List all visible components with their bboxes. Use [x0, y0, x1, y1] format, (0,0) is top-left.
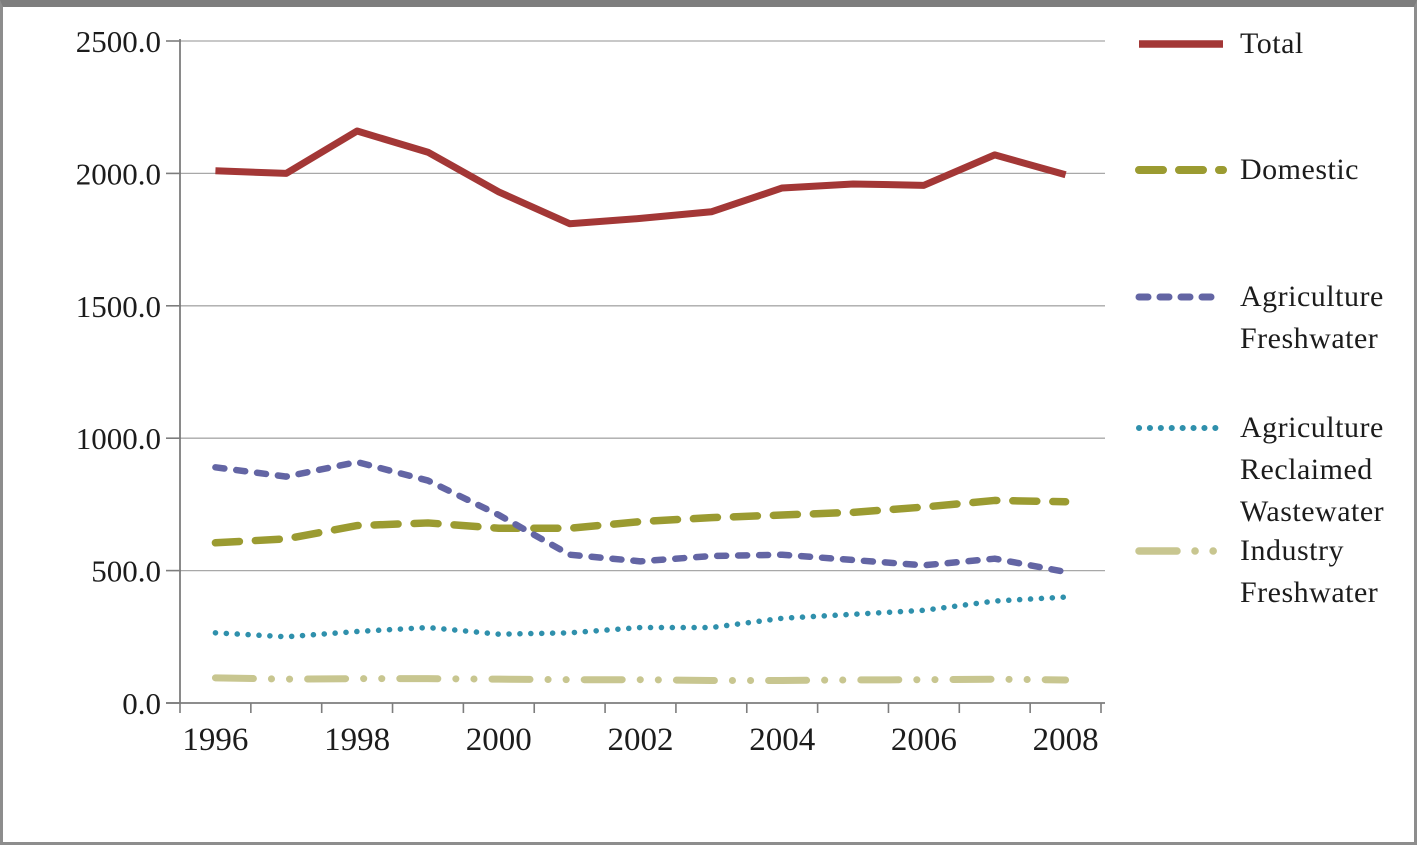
legend-label-agriculture-reclaimed-wastewater: Agriculture Reclaimed Wastewater — [1240, 411, 1385, 528]
legend-swatch-total — [1139, 40, 1223, 48]
y-axis-label-0: 0.0 — [122, 686, 161, 721]
y-axis-label-1500: 1500.0 — [76, 289, 161, 324]
series-line-total — [215, 127, 1067, 228]
x-axis-label-1996: 1996 — [182, 722, 248, 758]
y-axis-label-1000: 1000.0 — [76, 421, 161, 456]
legend-swatch-agriculture-reclaimed-wastewater — [1136, 425, 1226, 431]
legend-swatch-domestic — [1135, 166, 1227, 174]
legend-label-industry-freshwater: Industry Freshwater — [1240, 534, 1379, 609]
series-line-industry-freshwater — [211, 674, 1070, 684]
legend-item-domestic: Domestic — [1135, 149, 1414, 191]
series-line-domestic — [211, 496, 1070, 547]
series-line-agriculture-reclaimed-wastewater — [212, 594, 1069, 640]
x-axis-label-2002: 2002 — [608, 722, 674, 758]
legend-label-domestic: Domestic — [1240, 153, 1359, 186]
legend-item-total: Total — [1135, 23, 1414, 65]
x-axis-label-2004: 2004 — [749, 722, 815, 758]
legend-swatch-agriculture-freshwater — [1135, 293, 1227, 301]
x-axis-label-1998: 1998 — [324, 722, 390, 758]
y-axis-label-2500: 2500.0 — [76, 24, 161, 59]
legend-label-agriculture-freshwater: Agriculture Freshwater — [1240, 280, 1384, 355]
y-axis-label-2000: 2000.0 — [76, 156, 161, 191]
legend-label-total: Total — [1240, 27, 1304, 60]
legend-item-industry-freshwater: Industry Freshwater — [1135, 530, 1414, 614]
legend-item-agriculture-reclaimed-wastewater: Agriculture Reclaimed Wastewater — [1135, 407, 1414, 533]
chart-legend: Total Domestic Agriculture Freshwater Agric… — [1135, 7, 1414, 803]
series-line-agriculture-freshwater — [212, 458, 1069, 576]
y-axis-label-500: 500.0 — [91, 554, 161, 589]
x-axis-label-2000: 2000 — [466, 722, 532, 758]
legend-item-agriculture-freshwater: Agriculture Freshwater — [1135, 276, 1414, 360]
x-axis-label-2006: 2006 — [891, 722, 957, 758]
line-chart: 0.0 500.0 1000.0 1500.0 2000.0 2500.0 1996 1998… — [76, 24, 1105, 758]
legend-swatch-industry-freshwater — [1135, 547, 1227, 555]
x-axis-label-2008: 2008 — [1033, 722, 1099, 758]
